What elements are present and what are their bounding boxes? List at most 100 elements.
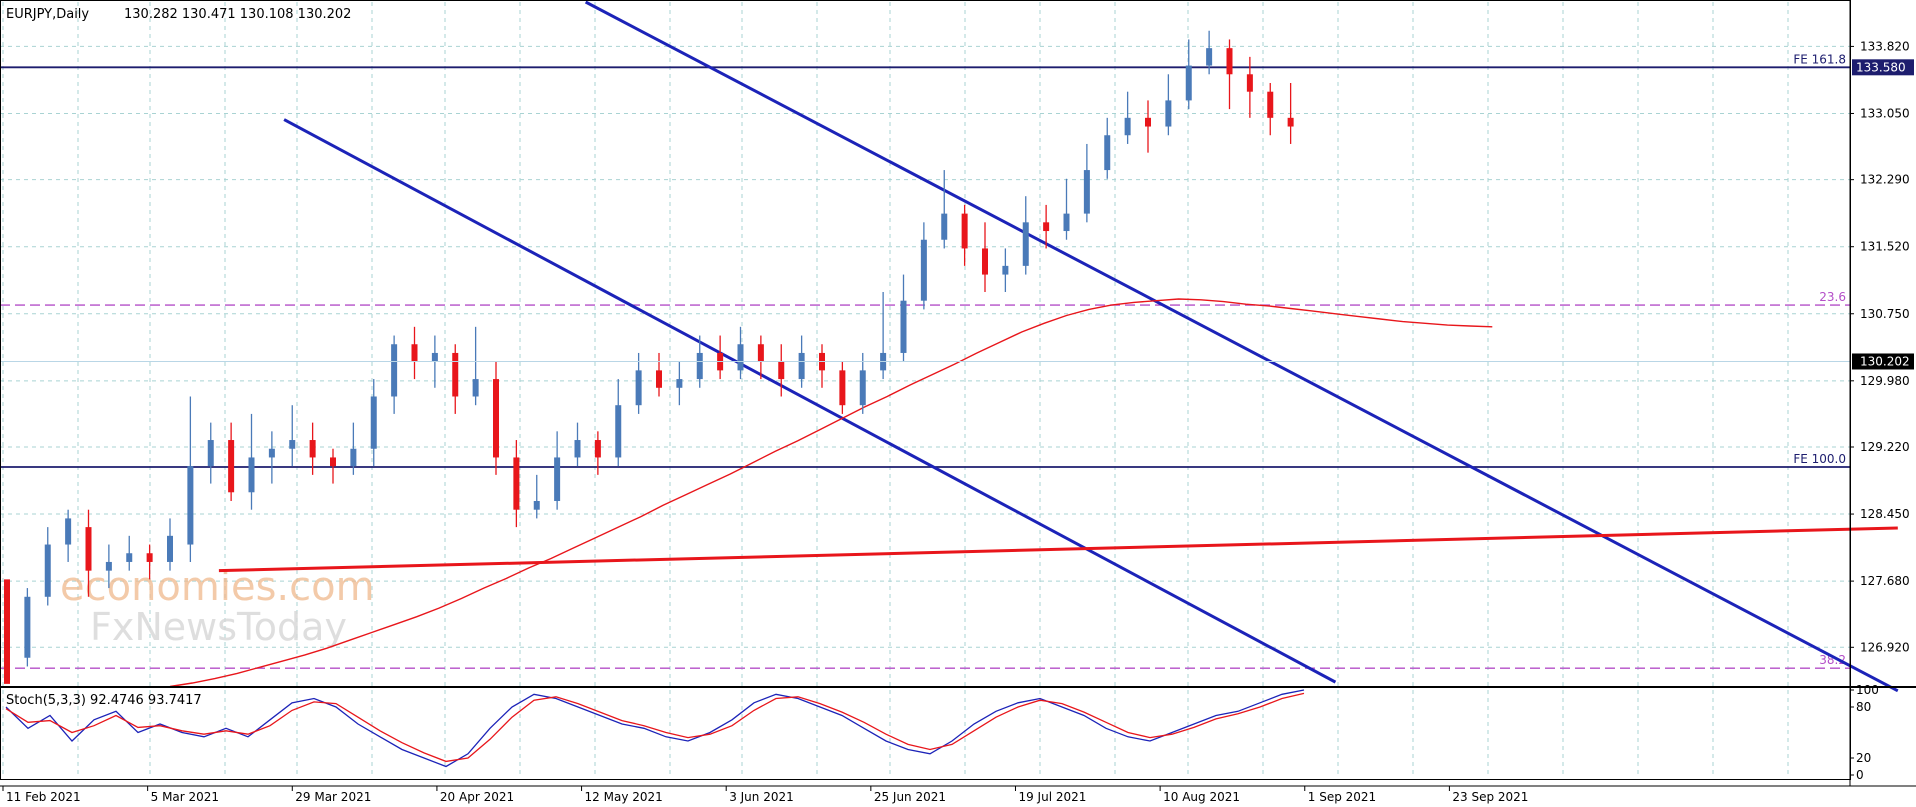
y-tick-label: 131.520 [1860, 240, 1910, 254]
stochastic-panel [0, 686, 1916, 768]
grid [0, 2, 1850, 778]
candle-body [24, 596, 31, 658]
candle-body [554, 457, 561, 501]
stoch-y-tick-label: 100 [1856, 683, 1879, 697]
candle-body [44, 544, 51, 597]
y-tick-label: 126.920 [1860, 640, 1910, 654]
x-tick-label: 19 Jul 2021 [1018, 790, 1086, 804]
x-tick-label: 10 Aug 2021 [1163, 790, 1240, 804]
candle-body [982, 248, 988, 275]
ohlc-label: 130.282 130.471 130.108 130.202 [124, 7, 351, 22]
trendline-channel-upper [584, 0, 1899, 693]
candle-body [1145, 117, 1151, 127]
candle-body [1063, 213, 1070, 232]
watermark-line1: economies.com [60, 564, 375, 610]
candle-body [452, 352, 459, 397]
x-tick-label: 1 Sep 2021 [1308, 790, 1376, 804]
moving-average-line [169, 298, 1493, 688]
x-tick-label: 20 Apr 2021 [440, 790, 514, 804]
candle-body [696, 352, 703, 380]
candle-body [1185, 65, 1192, 101]
x-tick-label: 29 Mar 2021 [295, 790, 371, 804]
stoch-y-tick-label: 80 [1856, 700, 1871, 714]
x-tick-label: 12 May 2021 [585, 790, 663, 804]
y-tick-label: 132.290 [1860, 173, 1910, 187]
candle-body [431, 352, 438, 362]
candle-body [1165, 100, 1172, 127]
candle-body [248, 457, 255, 493]
candle-body [941, 213, 948, 240]
y-tick-label: 129.220 [1860, 440, 1910, 454]
candle-body [778, 361, 785, 380]
candle-body [513, 457, 520, 510]
candle-body [411, 344, 418, 362]
stoch-y-tick-label: 0 [1856, 768, 1864, 782]
watermark-line2: FxNewsToday [90, 605, 347, 649]
level-label: 23.6 [1819, 290, 1846, 304]
candle-body [85, 527, 92, 571]
x-tick-label: 5 Mar 2021 [151, 790, 219, 804]
candle-body [289, 440, 296, 449]
candle-body [493, 379, 499, 458]
candle-body [330, 457, 336, 467]
candle-body [4, 579, 10, 684]
candle-body [1124, 117, 1131, 136]
level-label: FE 161.8 [1793, 52, 1846, 66]
candle-body [737, 344, 744, 371]
candle-body [1022, 222, 1029, 266]
candle-body [391, 344, 398, 397]
stoch-y-tick-label: 20 [1856, 751, 1871, 765]
level-label: 38.2 [1819, 653, 1846, 667]
candle-body [615, 405, 622, 458]
y-tick-label: 128.450 [1860, 507, 1910, 521]
x-tick-label: 3 Jun 2021 [729, 790, 794, 804]
level-price-label: 133.580 [1856, 60, 1906, 74]
x-tick-label: 23 Sep 2021 [1452, 790, 1528, 804]
stoch-label: Stoch(5,3,3) 92.4746 93.7417 [6, 693, 202, 708]
y-tick-label: 127.680 [1860, 574, 1910, 588]
candle-body [167, 535, 173, 562]
candle-body [676, 379, 683, 388]
candle-body [268, 448, 275, 458]
labels: EURJPY,Daily 130.282 130.471 130.108 130… [6, 7, 351, 708]
candle-body [533, 500, 540, 510]
x-tick-label: 11 Feb 2021 [6, 790, 81, 804]
candle-body [920, 239, 927, 301]
y-tick-label: 130.750 [1860, 307, 1910, 321]
candle-body [1287, 117, 1294, 127]
candle-body [1043, 222, 1050, 232]
candle-body [757, 344, 764, 362]
trendlines [218, 0, 1899, 693]
candle-body [1206, 48, 1213, 66]
candle-body [594, 440, 601, 458]
current-price-label: 130.202 [1860, 354, 1910, 368]
candle-body [126, 553, 133, 562]
candle-body [635, 370, 642, 406]
candle-body [961, 213, 968, 249]
candle-body [1226, 48, 1233, 75]
candle-body [105, 561, 112, 571]
candle-body [65, 518, 72, 545]
candle-body [472, 379, 479, 397]
stoch-signal-line [5, 692, 1305, 763]
trendline-support [218, 526, 1898, 573]
y-tick-label: 129.980 [1860, 374, 1910, 388]
level-label: FE 100.0 [1793, 452, 1846, 466]
stoch-main-line [5, 689, 1305, 768]
candle-body [1083, 170, 1090, 214]
candles [0, 30, 1850, 684]
watermark: economies.com FxNewsToday [60, 564, 375, 649]
candle-body [798, 352, 805, 380]
candle-body [187, 466, 194, 545]
candle-body [656, 370, 662, 388]
candle-body [309, 440, 316, 458]
candle-body [1246, 74, 1253, 92]
candle-body [1002, 265, 1009, 275]
ma [169, 298, 1493, 688]
candle-body [900, 300, 907, 353]
candle-body [146, 553, 153, 562]
candle-body [228, 440, 235, 493]
candle-body [370, 396, 377, 449]
